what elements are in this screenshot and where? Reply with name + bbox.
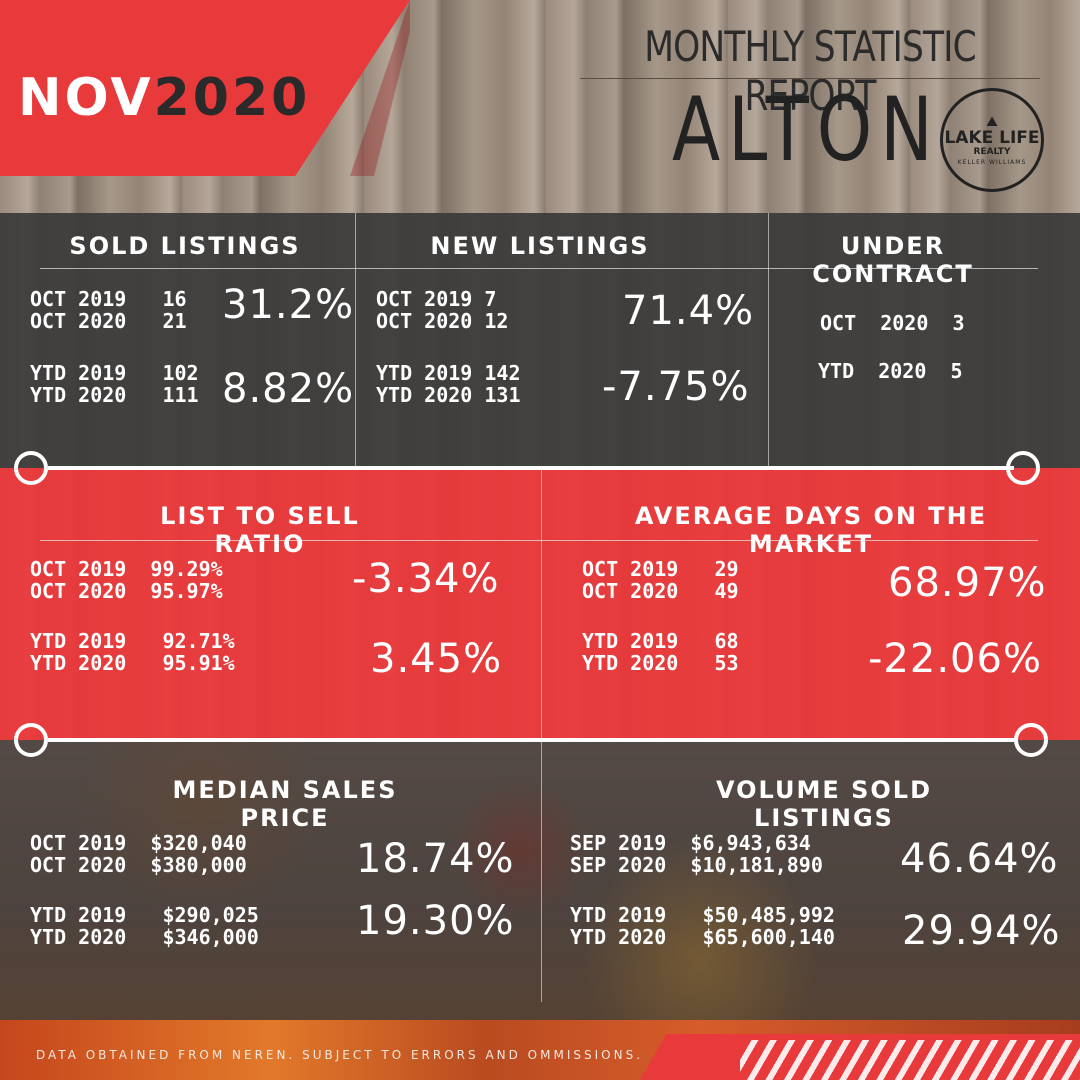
lts-oct-2020: OCT 2020 95.97% [30,579,223,603]
top-stats-band [0,213,1080,468]
new-listings-oct: OCT 2019 7 OCT 2020 12 [376,288,508,332]
volume-sold-heading: VOLUME SOLD LISTINGS [715,776,932,832]
msp-ytd-2019: YTD 2019 $290,025 [30,903,259,927]
sold-ytd-2020: YTD 2020 111 [30,383,199,407]
msp-oct-change: 18.74% [356,836,515,882]
under-contract-ytd: YTD 2020 5 [818,359,963,383]
adm-ytd-2020: YTD 2020 53 [582,651,739,675]
sold-ytd-change: 8.82% [222,366,355,412]
sold-listings-oct: OCT 2019 16 OCT 2020 21 [30,288,187,332]
vsl-ytd-change: 29.94% [902,908,1061,954]
list-to-sell-oct: OCT 2019 99.29% OCT 2020 95.97% [30,558,223,602]
median-price-oct: OCT 2019 $320,040 OCT 2020 $380,000 [30,832,247,876]
ring-bottom-right [1014,723,1048,757]
heading-underline-middle [40,540,1038,541]
msp-oct-2020: OCT 2020 $380,000 [30,853,247,877]
msp-ytd-change: 19.30% [356,898,515,944]
under-contract-heading: UNDER CONTRACT [812,232,974,288]
logo-line3: KELLER WILLIAMS [957,158,1027,166]
lts-oct-2019: OCT 2019 99.29% [30,557,223,581]
vsl-ytd-2019: YTD 2019 $50,485,992 [570,903,835,927]
logo-line1: LAKE LIFE [944,127,1040,148]
volume-sold-ytd: YTD 2019 $50,485,992 YTD 2020 $65,600,140 [570,904,835,948]
adm-ytd-change: -22.06% [868,636,1042,682]
heading-underline-top [40,268,1038,269]
under-contract-oct: OCT 2020 3 [820,311,965,335]
new-ytd-change: -7.75% [602,364,750,410]
sold-ytd-2019: YTD 2019 102 [30,361,199,385]
avg-days-heading: AVERAGE DAYS ON THE MARKET [634,502,988,558]
divider-bottom [541,742,542,1002]
city-name: ALTON [672,78,941,181]
sold-oct-change: 31.2% [222,282,355,328]
report-date: NOV2020 [18,68,310,128]
report-year: 2020 [153,68,311,128]
lake-life-logo: ⛰ LAKE LIFE REALTY KELLER WILLIAMS [940,88,1044,192]
sold-oct-2019: OCT 2019 16 [30,287,187,311]
list-to-sell-heading: LIST TO SELL RATIO [160,502,360,558]
footer-stripes [740,1040,1080,1080]
avg-days-ytd: YTD 2019 68 YTD 2020 53 [582,630,739,674]
sold-oct-2020: OCT 2020 21 [30,309,187,333]
connector-line-top [48,466,1014,470]
ring-top-right [1006,451,1040,485]
vsl-sep-2020: SEP 2020 $10,181,890 [570,853,823,877]
lts-ytd-2019: YTD 2019 92.71% [30,629,235,653]
adm-oct-2020: OCT 2020 49 [582,579,739,603]
ring-bottom-left [14,723,48,757]
list-to-sell-ytd: YTD 2019 92.71% YTD 2020 95.91% [30,630,235,674]
middle-stats-band [0,468,1080,740]
mountain-icon: ⛰ [986,113,998,130]
adm-ytd-2019: YTD 2019 68 [582,629,739,653]
vsl-sep-change: 46.64% [900,836,1059,882]
msp-oct-2019: OCT 2019 $320,040 [30,831,247,855]
bottom-band-overlay [0,740,1080,1020]
adm-oct-change: 68.97% [888,560,1047,606]
footer-disclaimer: DATA OBTAINED FROM NEREN. SUBJECT TO ERR… [36,1048,644,1062]
vsl-sep-2019: SEP 2019 $6,943,634 [570,831,811,855]
new-ytd-2020: YTD 2020 131 [376,383,521,407]
sold-listings-ytd: YTD 2019 102 YTD 2020 111 [30,362,199,406]
lts-ytd-2020: YTD 2020 95.91% [30,651,235,675]
median-price-heading: MEDIAN SALES PRICE [172,776,398,832]
new-oct-change: 71.4% [622,288,755,334]
divider-top-1 [355,213,356,468]
msp-ytd-2020: YTD 2020 $346,000 [30,925,259,949]
report-title: MONTHLY STATISTIC REPORT [644,22,976,120]
divider-top-2 [768,213,769,468]
sold-listings-heading: SOLD LISTINGS [69,232,301,260]
avg-days-oct: OCT 2019 29 OCT 2020 49 [582,558,739,602]
report-month: NOV [18,68,154,128]
new-listings-ytd: YTD 2019 142 YTD 2020 131 [376,362,521,406]
adm-oct-2019: OCT 2019 29 [582,557,739,581]
new-oct-2019: OCT 2019 7 [376,287,497,311]
connector-line-bottom [48,738,1014,742]
lts-ytd-change: 3.45% [370,636,503,682]
volume-sold-sep: SEP 2019 $6,943,634 SEP 2020 $10,181,890 [570,832,823,876]
new-listings-heading: NEW LISTINGS [430,232,650,260]
vsl-ytd-2020: YTD 2020 $65,600,140 [570,925,835,949]
median-price-ytd: YTD 2019 $290,025 YTD 2020 $346,000 [30,904,259,948]
new-oct-2020: OCT 2020 12 [376,309,509,333]
ring-top-left [14,451,48,485]
title-divider [580,78,1040,79]
logo-line2: REALTY [973,146,1011,157]
lts-oct-change: -3.34% [352,556,500,602]
new-ytd-2019: YTD 2019 142 [376,361,521,385]
divider-middle [541,470,542,740]
